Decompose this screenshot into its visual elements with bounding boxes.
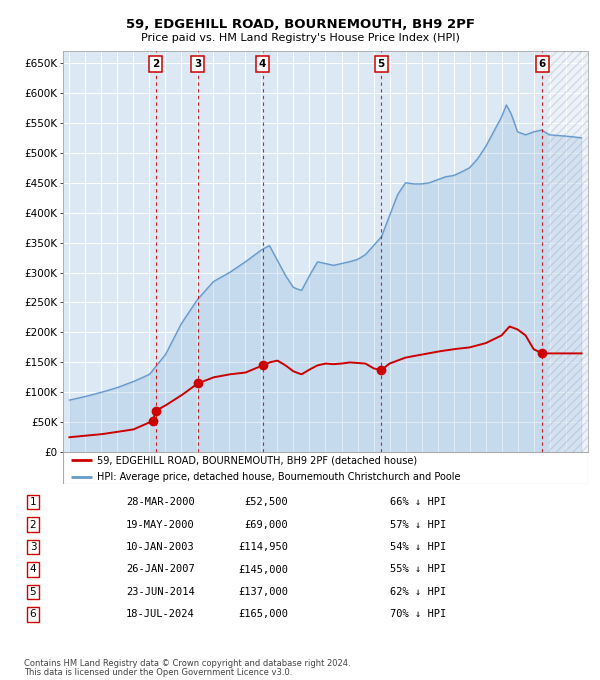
- Text: Contains HM Land Registry data © Crown copyright and database right 2024.: Contains HM Land Registry data © Crown c…: [24, 659, 350, 668]
- Text: 62% ↓ HPI: 62% ↓ HPI: [390, 587, 446, 597]
- Text: 26-JAN-2007: 26-JAN-2007: [126, 564, 195, 575]
- Text: 19-MAY-2000: 19-MAY-2000: [126, 520, 195, 530]
- Text: 2: 2: [29, 520, 37, 530]
- Text: £69,000: £69,000: [244, 520, 288, 530]
- Text: 59, EDGEHILL ROAD, BOURNEMOUTH, BH9 2PF: 59, EDGEHILL ROAD, BOURNEMOUTH, BH9 2PF: [125, 18, 475, 31]
- Text: This data is licensed under the Open Government Licence v3.0.: This data is licensed under the Open Gov…: [24, 668, 292, 677]
- Bar: [548, 51, 588, 452]
- Text: 4: 4: [259, 59, 266, 69]
- Text: 3: 3: [29, 542, 37, 552]
- Text: 4: 4: [29, 564, 37, 575]
- Text: 59, EDGEHILL ROAD, BOURNEMOUTH, BH9 2PF (detached house): 59, EDGEHILL ROAD, BOURNEMOUTH, BH9 2PF …: [97, 456, 417, 465]
- Text: £165,000: £165,000: [238, 609, 288, 619]
- Text: 5: 5: [29, 587, 37, 597]
- Text: £137,000: £137,000: [238, 587, 288, 597]
- Text: £145,000: £145,000: [238, 564, 288, 575]
- Text: 70% ↓ HPI: 70% ↓ HPI: [390, 609, 446, 619]
- Text: 1: 1: [29, 497, 37, 507]
- Text: 5: 5: [377, 59, 385, 69]
- Text: 55% ↓ HPI: 55% ↓ HPI: [390, 564, 446, 575]
- Text: 2: 2: [152, 59, 159, 69]
- Text: 6: 6: [539, 59, 546, 69]
- Text: £114,950: £114,950: [238, 542, 288, 552]
- Text: 6: 6: [29, 609, 37, 619]
- Text: Price paid vs. HM Land Registry's House Price Index (HPI): Price paid vs. HM Land Registry's House …: [140, 33, 460, 43]
- Text: HPI: Average price, detached house, Bournemouth Christchurch and Poole: HPI: Average price, detached house, Bour…: [97, 472, 461, 482]
- Text: 18-JUL-2024: 18-JUL-2024: [126, 609, 195, 619]
- Text: 28-MAR-2000: 28-MAR-2000: [126, 497, 195, 507]
- Text: 10-JAN-2003: 10-JAN-2003: [126, 542, 195, 552]
- FancyBboxPatch shape: [63, 452, 588, 484]
- Text: 23-JUN-2014: 23-JUN-2014: [126, 587, 195, 597]
- Text: 57% ↓ HPI: 57% ↓ HPI: [390, 520, 446, 530]
- Text: £52,500: £52,500: [244, 497, 288, 507]
- Text: 3: 3: [194, 59, 202, 69]
- Text: 54% ↓ HPI: 54% ↓ HPI: [390, 542, 446, 552]
- Text: 66% ↓ HPI: 66% ↓ HPI: [390, 497, 446, 507]
